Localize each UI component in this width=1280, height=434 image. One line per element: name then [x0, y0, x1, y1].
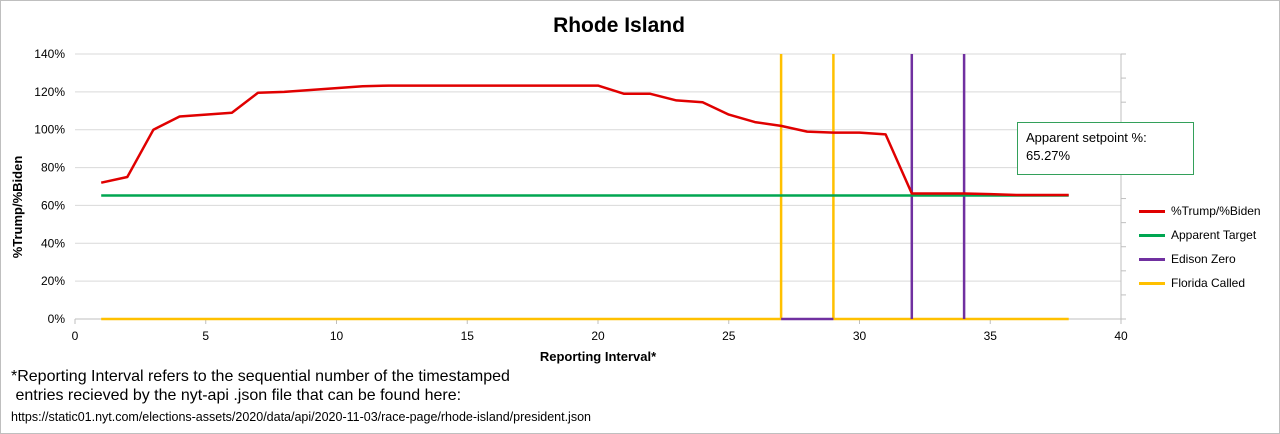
- x-tick-label: 40: [1114, 329, 1128, 343]
- x-tick-label: 15: [461, 329, 475, 343]
- legend-label: Edison Zero: [1171, 252, 1236, 266]
- x-tick-label: 20: [591, 329, 605, 343]
- x-axis-title: Reporting Interval*: [540, 349, 657, 364]
- x-tick-label: 30: [853, 329, 867, 343]
- x-tick-label: 10: [330, 329, 344, 343]
- legend: %Trump/%Biden Apparent Target Edison Zer…: [1139, 199, 1274, 295]
- footnote-text: *Reporting Interval refers to the sequen…: [11, 368, 510, 404]
- legend-swatch: [1139, 281, 1165, 285]
- y-tick-label: 0%: [48, 312, 66, 326]
- y-tick-label: 140%: [34, 47, 65, 61]
- source-url: https://static01.nyt.com/elections-asset…: [11, 410, 591, 424]
- y-tick-label: 100%: [34, 123, 65, 137]
- legend-item-florida-called: Florida Called: [1139, 271, 1274, 295]
- y-tick-label: 40%: [41, 236, 65, 250]
- y-tick-label: 120%: [34, 85, 65, 99]
- annotation-value: 65.27%: [1026, 148, 1071, 163]
- legend-item-trump-biden: %Trump/%Biden: [1139, 199, 1274, 223]
- legend-item-apparent-target: Apparent Target: [1139, 223, 1274, 247]
- y-tick-label: 80%: [41, 161, 65, 175]
- legend-item-edison-zero: Edison Zero: [1139, 247, 1274, 271]
- setpoint-annotation: Apparent setpoint %: 65.27%: [1017, 122, 1194, 175]
- y-tick-label: 60%: [41, 198, 65, 212]
- y-axis-title: %Trump/%Biden: [10, 156, 25, 259]
- legend-label: Florida Called: [1171, 276, 1246, 290]
- x-tick-label: 0: [72, 329, 79, 343]
- legend-label: %Trump/%Biden: [1171, 204, 1261, 218]
- legend-swatch: [1139, 257, 1165, 261]
- chart-title: Rhode Island: [553, 14, 685, 37]
- series-trump-biden-line: [100, 84, 1069, 197]
- x-tick-label: 5: [202, 329, 209, 343]
- x-tick-label: 35: [984, 329, 998, 343]
- y-tick-label: 20%: [41, 274, 65, 288]
- legend-swatch: [1139, 209, 1165, 213]
- legend-label: Apparent Target: [1171, 228, 1257, 242]
- annotation-label: Apparent setpoint %:: [1026, 130, 1147, 145]
- x-tick-label: 25: [722, 329, 736, 343]
- legend-swatch: [1139, 233, 1165, 237]
